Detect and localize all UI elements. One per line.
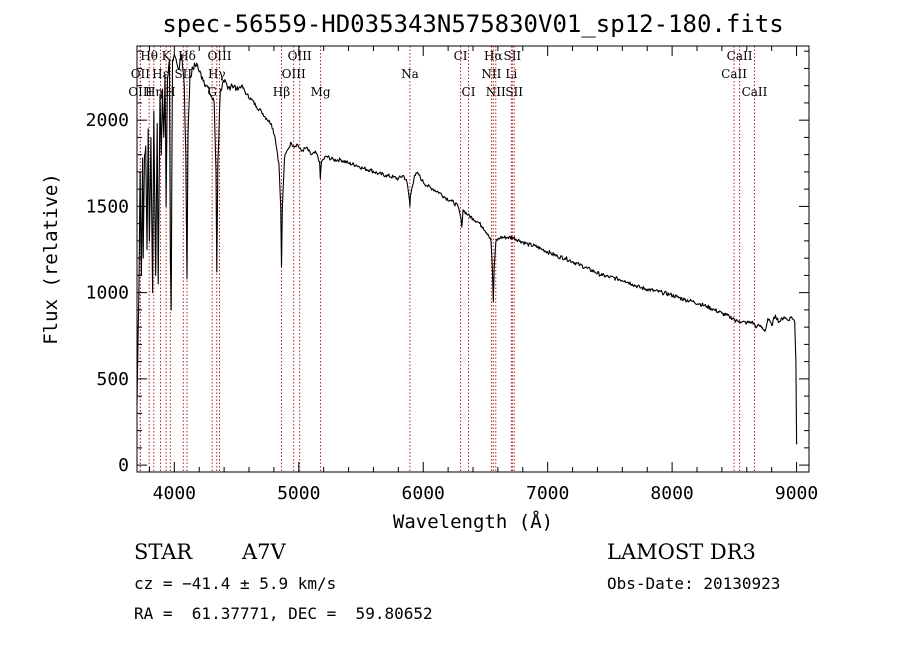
x-tick-label-5: 9000 <box>775 483 818 504</box>
line-label-26: CaII <box>721 67 747 81</box>
line-label-22: SII <box>503 49 521 63</box>
line-label-8: H <box>165 85 175 99</box>
line-label-16: Na <box>401 67 419 81</box>
x-tick-label-4: 8000 <box>650 483 693 504</box>
plot-frame <box>136 45 810 473</box>
line-label-18: CI <box>462 85 476 99</box>
object-class: STAR <box>134 540 193 564</box>
line-label-11: G <box>207 85 217 99</box>
y-tick-label-0: 0 <box>118 455 129 476</box>
observation-date: Obs-Date: 20130923 <box>607 574 780 593</box>
line-label-27: CaII <box>742 85 768 99</box>
chart-title: spec-56559-HD035343N575830V01_sp12-180.f… <box>162 10 783 38</box>
x-axis-ticks: 4000 5000 6000 7000 8000 9000 <box>148 46 818 504</box>
line-label-9: OIII <box>207 49 231 63</box>
line-label-15: Mg <box>311 85 331 99</box>
spectrum-line <box>136 54 798 445</box>
y-tick-label-3: 1500 <box>86 196 129 217</box>
line-label-5: Hη <box>145 85 163 99</box>
line-label-2: OIII <box>128 85 152 99</box>
line-label-21: NII <box>486 85 506 99</box>
emission-line-labels: Hθ OII OIII K Hε Hη Hδ SII H OIII Hγ G OIII OIII Hβ Mg N… <box>128 49 767 99</box>
line-label-24: SII <box>505 85 523 99</box>
emission-line-markers <box>139 46 755 472</box>
x-axis-label: Wavelength (Å) <box>393 510 553 533</box>
sky-coordinates: RA = 61.37771, DEC = 59.80652 <box>134 604 433 623</box>
line-label-1: OII <box>131 67 151 81</box>
line-label-10: Hγ <box>208 67 226 81</box>
y-tick-label-4: 2000 <box>86 110 129 131</box>
y-axis-label: Flux (relative) <box>40 173 62 345</box>
x-tick-label-2: 6000 <box>402 483 445 504</box>
survey-name: LAMOST DR3 <box>607 540 756 564</box>
line-label-19: Hα <box>484 49 503 63</box>
x-tick-label-0: 4000 <box>153 483 196 504</box>
redshift-velocity: cz = −41.4 ± 5.9 km/s <box>134 574 336 593</box>
line-label-6: Hδ <box>178 49 196 63</box>
line-label-20: NII <box>481 67 501 81</box>
line-label-13: OIII <box>282 67 306 81</box>
x-tick-label-3: 7000 <box>526 483 569 504</box>
y-tick-label-2: 1000 <box>86 283 129 304</box>
line-label-17: CI <box>454 49 468 63</box>
spectrum-series <box>136 54 798 445</box>
line-label-25: CaII <box>727 49 753 63</box>
line-label-23: Li <box>505 67 517 81</box>
y-axis-ticks: 0 500 1000 1500 2000 <box>86 50 809 476</box>
line-label-12: OIII <box>288 49 312 63</box>
line-label-0: Hθ <box>140 49 158 63</box>
line-label-4: Hε <box>152 67 169 81</box>
line-label-14: Hβ <box>273 85 290 99</box>
line-label-3: K <box>162 49 172 63</box>
x-tick-label-1: 5000 <box>277 483 320 504</box>
spectral-subclass: A7V <box>241 540 287 564</box>
y-tick-label-1: 500 <box>96 369 129 390</box>
